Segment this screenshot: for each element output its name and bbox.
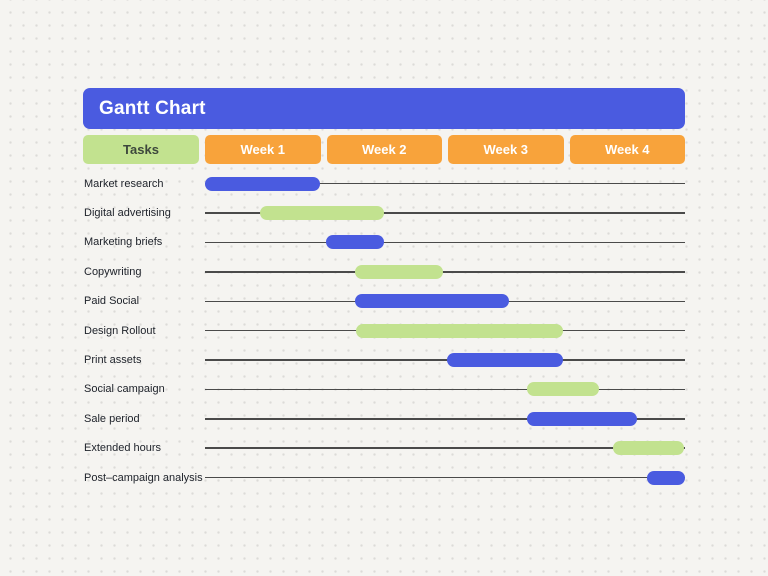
task-rows: Market research Digital advertising Market… [83,169,685,492]
task-timeline-track [205,257,685,286]
task-label: Post–campaign analysis [84,471,203,484]
task-timeline-track [205,463,685,492]
task-label: Market research [84,177,164,190]
task-row: Paid Social [83,287,685,316]
timeline-line [205,212,685,214]
task-timeline-track [205,228,685,257]
task-bar [526,411,637,426]
task-row: Design Rollout [83,316,685,345]
gantt-chart: Gantt Chart Tasks Week 1 Week 2 Week 3 Week… [83,88,685,492]
task-label: Copywriting [84,265,142,278]
timeline-line [205,359,685,361]
week-column-header-1: Week 1 [205,135,321,164]
tasks-column-header: Tasks [83,135,199,164]
task-timeline-track [205,375,685,404]
task-timeline-track [205,404,685,433]
task-bar [326,235,384,250]
task-label: Paid Social [84,295,140,308]
week-column-header-3: Week 3 [448,135,564,164]
task-label: Print assets [84,354,142,367]
task-timeline-track [205,198,685,227]
task-row: Social campaign [83,375,685,404]
timeline-line [205,271,685,273]
week-column-header-2: Week 2 [326,135,442,164]
task-row: Digital advertising [83,198,685,227]
task-bar [355,264,443,279]
task-timeline-track [205,345,685,374]
task-bar [613,441,684,456]
task-row: Sale period [83,404,685,433]
timeline-line [205,447,685,449]
task-label: Sale period [84,412,140,425]
chart-title: Gantt Chart [99,97,206,119]
task-label: Marketing briefs [84,236,163,249]
task-bar [260,206,384,221]
task-label: Extended hours [84,442,162,455]
chart-title-bar: Gantt Chart [83,88,685,129]
task-bar [526,382,599,397]
task-row: Marketing briefs [83,228,685,257]
task-label: Digital advertising [84,207,171,220]
task-timeline-track [205,434,685,463]
task-row: Market research [83,169,685,198]
timeline-line [205,182,685,185]
task-bar [356,323,563,338]
timeline-line [205,418,685,420]
week-column-header-4: Week 4 [569,135,685,164]
task-row: Post–campaign analysis [83,463,685,492]
task-timeline-track [205,169,685,198]
task-bar [355,294,509,309]
timeline-line [205,388,685,391]
task-row: Extended hours [83,434,685,463]
timeline-line [205,476,685,479]
task-timeline-track [205,287,685,316]
task-row: Print assets [83,345,685,374]
task-label: Design Rollout [84,324,156,337]
task-bar [646,470,685,485]
task-label: Social campaign [84,383,165,396]
timeline-line [205,241,685,244]
task-row: Copywriting [83,257,685,286]
task-bar [447,353,563,368]
task-timeline-track [205,316,685,345]
column-header-row: Tasks Week 1 Week 2 Week 3 Week 4 [83,135,685,164]
task-bar [205,176,321,191]
